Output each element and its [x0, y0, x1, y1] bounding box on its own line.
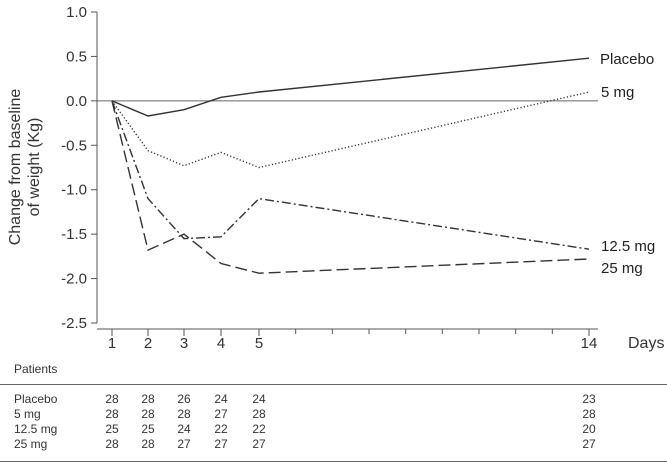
x-tick-label: 5 — [255, 335, 263, 352]
x-tick-label: 2 — [144, 335, 152, 352]
series-label: Placebo — [600, 51, 654, 68]
patients-cell: 23 — [582, 392, 596, 406]
patients-row: 5 mg 28 28 28 27 28 28 — [0, 407, 667, 422]
series-line-5-mg — [111, 91, 590, 169]
axes — [91, 11, 598, 336]
patients-row-label: 25 mg — [14, 437, 48, 451]
patients-cell: 27 — [252, 437, 266, 451]
patients-bottom-rule — [0, 461, 667, 462]
y-tick-label: 0.5 — [66, 48, 87, 65]
patients-row-label: 12.5 mg — [14, 422, 58, 436]
patients-cell: 28 — [105, 392, 119, 406]
patients-cell: 24 — [252, 392, 266, 406]
patients-row-label: Placebo — [14, 392, 58, 406]
y-tick-label: 0.0 — [66, 93, 87, 110]
series-label: 5 mg — [601, 84, 634, 101]
patients-cell: 27 — [214, 407, 228, 421]
y-tick-label: -2.5 — [61, 315, 87, 332]
patients-cell: 28 — [177, 407, 191, 421]
patients-cell: 28 — [141, 437, 155, 451]
series-line-placebo — [111, 57, 590, 117]
weight-change-chart: 1.0 0.5 0.0 -0.5 -1.0 -1.5 -2.0 -2.5 1 2 3 4 5 14 Days… — [7, 4, 664, 352]
y-axis-title-line: Change from baseline — [7, 89, 24, 246]
patients-cell: 28 — [105, 437, 119, 451]
y-tick-label: 1.0 — [66, 4, 87, 21]
patients-cell: 22 — [252, 422, 266, 436]
patients-cell: 28 — [582, 407, 596, 421]
y-axis-title-line: of weight (Kg) — [26, 118, 43, 217]
y-axis-title: Change from baseline of weight (Kg) — [7, 89, 43, 246]
patients-cell: 28 — [252, 407, 266, 421]
x-tick-label: 3 — [180, 335, 188, 352]
patients-row: Placebo 28 28 26 24 24 23 — [0, 392, 667, 407]
patients-table: Patients Placebo 28 28 26 24 24 23 5 mg 28 28 28 27… — [0, 362, 667, 462]
patients-cell: 27 — [214, 437, 228, 451]
series-line-25-mg — [111, 100, 590, 274]
x-tick-label: 14 — [581, 335, 598, 352]
labels: 1.0 0.5 0.0 -0.5 -1.0 -1.5 -2.0 -2.5 1 2 3 4 5 14 Days… — [7, 4, 664, 352]
x-tick-label: 4 — [217, 335, 225, 352]
patients-header: Patients — [14, 362, 58, 376]
patients-cell: 22 — [214, 422, 228, 436]
patients-cell: 24 — [177, 422, 191, 436]
y-tick-label: -1.5 — [61, 226, 87, 243]
patients-cell: 24 — [214, 392, 228, 406]
patients-cell: 25 — [105, 422, 119, 436]
series-line-12-5-mg — [111, 100, 590, 250]
y-tick-label: -1.0 — [61, 182, 87, 199]
series-label: 25 mg — [601, 260, 643, 277]
patients-cell: 25 — [141, 422, 155, 436]
patients-cell: 26 — [177, 392, 191, 406]
y-tick-label: -2.0 — [61, 271, 87, 288]
x-tick-label: 1 — [108, 335, 116, 352]
patients-row: 12.5 mg 25 25 24 22 22 20 — [0, 422, 667, 437]
patients-cell: 20 — [582, 422, 596, 436]
patients-row: 25 mg 28 28 27 27 27 27 — [0, 437, 667, 452]
patients-row-label: 5 mg — [14, 407, 41, 421]
patients-cell: 28 — [105, 407, 119, 421]
patients-cell: 27 — [177, 437, 191, 451]
patients-cell: 28 — [141, 407, 155, 421]
patients-cell: 27 — [582, 437, 596, 451]
patients-cell: 28 — [141, 392, 155, 406]
y-tick-label: -0.5 — [61, 137, 87, 154]
patients-top-rule — [0, 384, 667, 385]
x-axis-title: Days — [628, 335, 664, 352]
series-label: 12.5 mg — [601, 238, 655, 255]
series-lines — [111, 57, 590, 274]
